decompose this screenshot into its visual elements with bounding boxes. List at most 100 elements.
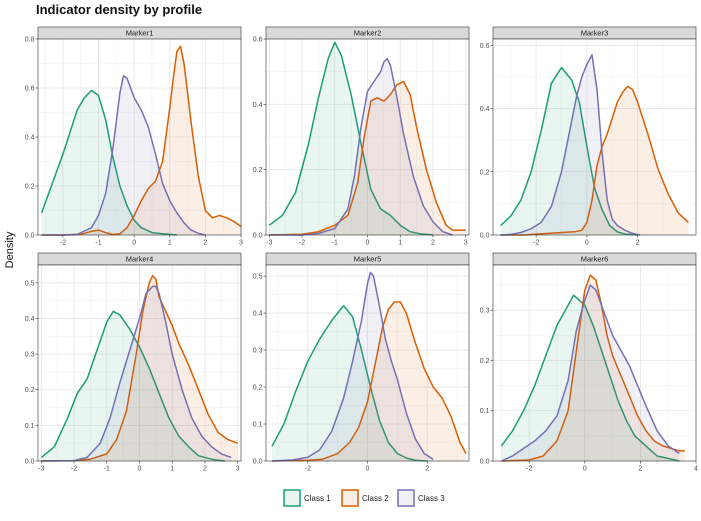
legend-label: Class 1 (304, 494, 331, 503)
x-tick-label: -2 (60, 240, 66, 247)
y-tick-label: 0.6 (253, 37, 263, 44)
density-area-class-1 (269, 42, 433, 235)
y-tick-label: 0.2 (480, 169, 490, 176)
legend-item-class-3: Class 3 (397, 489, 445, 507)
y-tick-label: 0.1 (253, 422, 263, 429)
density-area-class-3 (41, 286, 232, 461)
legend-item-class-1: Class 1 (283, 489, 331, 507)
x-tick-label: -2 (71, 466, 77, 473)
x-tick-label: 0 (366, 240, 370, 247)
facet-label: Marker6 (581, 255, 609, 264)
density-area-class-2 (500, 86, 689, 236)
y-tick-label: 0.0 (253, 459, 263, 466)
panel-border (492, 264, 697, 462)
density-area-class-1 (41, 311, 225, 461)
x-tick-label: -2 (305, 466, 311, 473)
density-line-class-3 (41, 75, 206, 236)
y-tick-label: 0.5 (253, 274, 263, 281)
x-tick-label: 0 (583, 466, 587, 473)
density-line-class-1 (500, 294, 680, 462)
y-tick-label: 0.0 (480, 233, 490, 240)
x-tick-label: -3 (266, 240, 272, 247)
density-line-class-3 (500, 284, 680, 462)
y-tick-label: 0.3 (25, 352, 35, 359)
y-tick-label: 0.0 (480, 459, 490, 466)
x-tick-label: 2 (203, 466, 207, 473)
density-area-class-3 (501, 285, 680, 461)
y-tick-label: 0.5 (25, 280, 35, 287)
y-tick-label: 0.4 (25, 135, 35, 142)
x-tick-label: -2 (299, 240, 305, 247)
density-area-class-2 (272, 302, 466, 461)
density-area-class-3 (500, 54, 641, 235)
density-line-class-2 (271, 301, 467, 462)
y-tick-label: 0.8 (25, 37, 35, 44)
x-tick-label: 2 (638, 466, 642, 473)
y-tick-label: 0.4 (25, 316, 35, 323)
density-area-class-2 (41, 275, 238, 461)
x-tick-label: 0 (585, 240, 589, 247)
legend-label: Class 3 (418, 494, 445, 503)
density-line-class-1 (500, 66, 638, 236)
density-line-class-3 (269, 57, 453, 236)
x-tick-label: -1 (104, 466, 110, 473)
x-tick-label: 0 (366, 466, 370, 473)
plot-area (493, 265, 696, 461)
y-tick-label: 0.0 (25, 233, 35, 240)
x-tick-label: 4 (694, 466, 698, 473)
density-line-class-2 (500, 85, 689, 236)
density-line-class-1 (271, 304, 428, 462)
y-axis-label: Density (4, 231, 16, 268)
panel-marker3: Marker3 -2 0 2 0.0 0.2 0.4 0.6 (480, 26, 697, 247)
facet-panels: Marker1 -2 -1 0 1 2 3 0.0 0.2 0.4 0.6 0.8 Marker2 -3 -… (25, 26, 698, 473)
y-tick-label: 0.2 (253, 385, 263, 392)
y-tick-label: 0.0 (253, 233, 263, 240)
legend-key (341, 489, 359, 507)
x-tick-label: 1 (168, 240, 172, 247)
x-tick-label: 3 (464, 240, 468, 247)
x-tick-label: 2 (203, 240, 207, 247)
x-tick-label: -1 (332, 240, 338, 247)
x-tick-label: 1 (398, 240, 402, 247)
density-area-class-2 (41, 46, 241, 235)
density-area-class-2 (501, 275, 685, 461)
panel-border (492, 38, 697, 236)
facet-label: Marker1 (126, 29, 154, 38)
density-area-class-3 (269, 58, 453, 235)
y-tick-label: 0.3 (253, 348, 263, 355)
x-tick-label: -1 (95, 240, 101, 247)
x-tick-label: 0 (138, 466, 142, 473)
legend-item-class-2: Class 2 (341, 489, 389, 507)
y-tick-label: 0.1 (25, 423, 35, 430)
y-tick-label: 0.6 (25, 86, 35, 93)
density-line-class-3 (41, 285, 232, 462)
density-area-class-1 (272, 305, 428, 461)
density-area-class-1 (41, 90, 177, 235)
density-line-class-2 (41, 274, 238, 462)
y-tick-label: 0.4 (253, 311, 263, 318)
density-area-class-3 (272, 272, 434, 461)
facet-label: Marker2 (354, 29, 382, 38)
y-tick-label: 0.2 (253, 167, 263, 174)
density-area-class-2 (269, 81, 466, 235)
x-tick-label: 2 (431, 240, 435, 247)
y-tick-label: 0.6 (480, 43, 490, 50)
legend-label: Class 2 (362, 494, 389, 503)
y-tick-label: 0.1 (480, 408, 490, 415)
panel-marker1: Marker1 -2 -1 0 1 2 3 0.0 0.2 0.4 0.6 0.8 (25, 26, 243, 247)
x-tick-label: 2 (425, 466, 429, 473)
density-area-class-3 (41, 75, 206, 235)
x-tick-label: -2 (526, 466, 532, 473)
panel-marker5: Marker5 -2 0 2 0.0 0.1 0.2 0.3 0.4 0.5 (253, 252, 470, 473)
density-line-class-1 (40, 310, 225, 462)
density-line-class-3 (500, 54, 641, 236)
x-tick-label: -3 (38, 466, 44, 473)
x-tick-label: 0 (132, 240, 136, 247)
density-line-class-1 (40, 89, 177, 236)
panel-marker2: Marker2 -3 -2 -1 0 1 2 3 0.0 0.2 0.4 0.6 (253, 26, 470, 247)
x-tick-label: 3 (236, 466, 240, 473)
density-area-class-1 (500, 67, 638, 235)
panel-marker4: Marker4 -3 -2 -1 0 1 2 3 0.0 0.1 0.2 0.3 0.4 0.5 (25, 252, 242, 473)
x-tick-label: 2 (636, 240, 640, 247)
